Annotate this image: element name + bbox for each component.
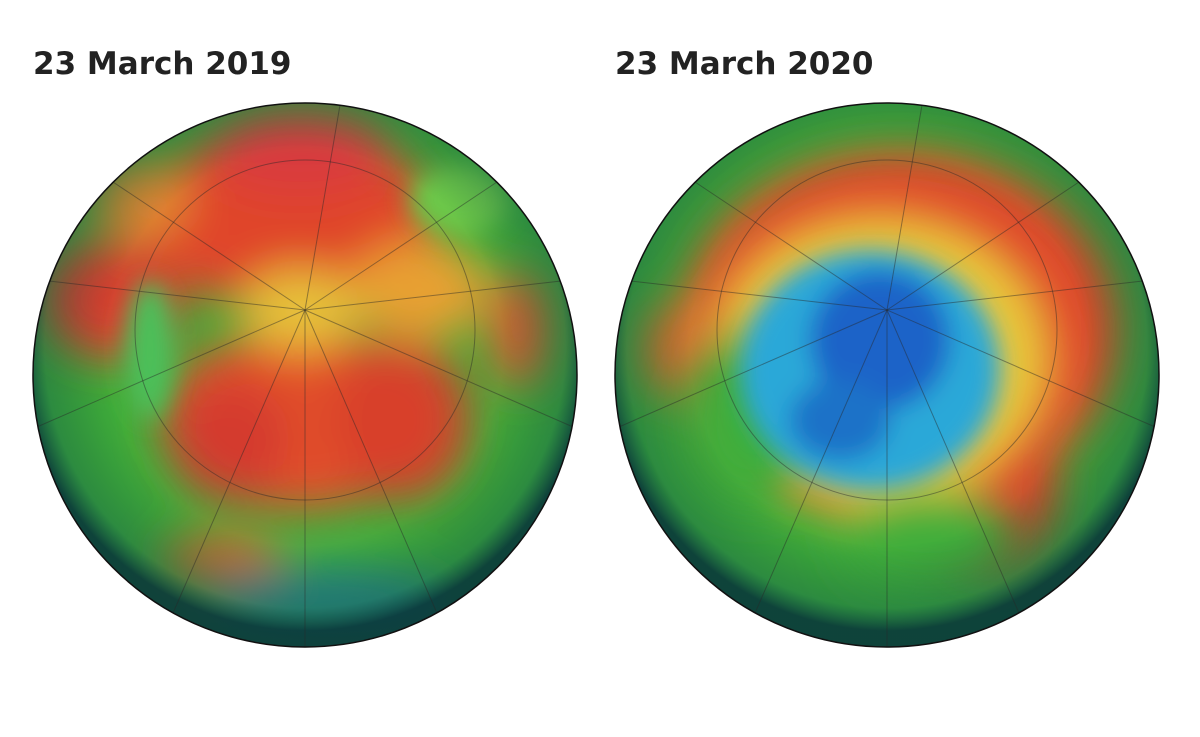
globe-outline	[32, 102, 578, 648]
globe-2020	[615, 103, 1159, 647]
panel-title: 23 March 2019	[33, 46, 292, 82]
panel-title: 23 March 2020	[615, 46, 874, 82]
globe-outline	[614, 102, 1160, 648]
globe-2019	[33, 103, 577, 647]
